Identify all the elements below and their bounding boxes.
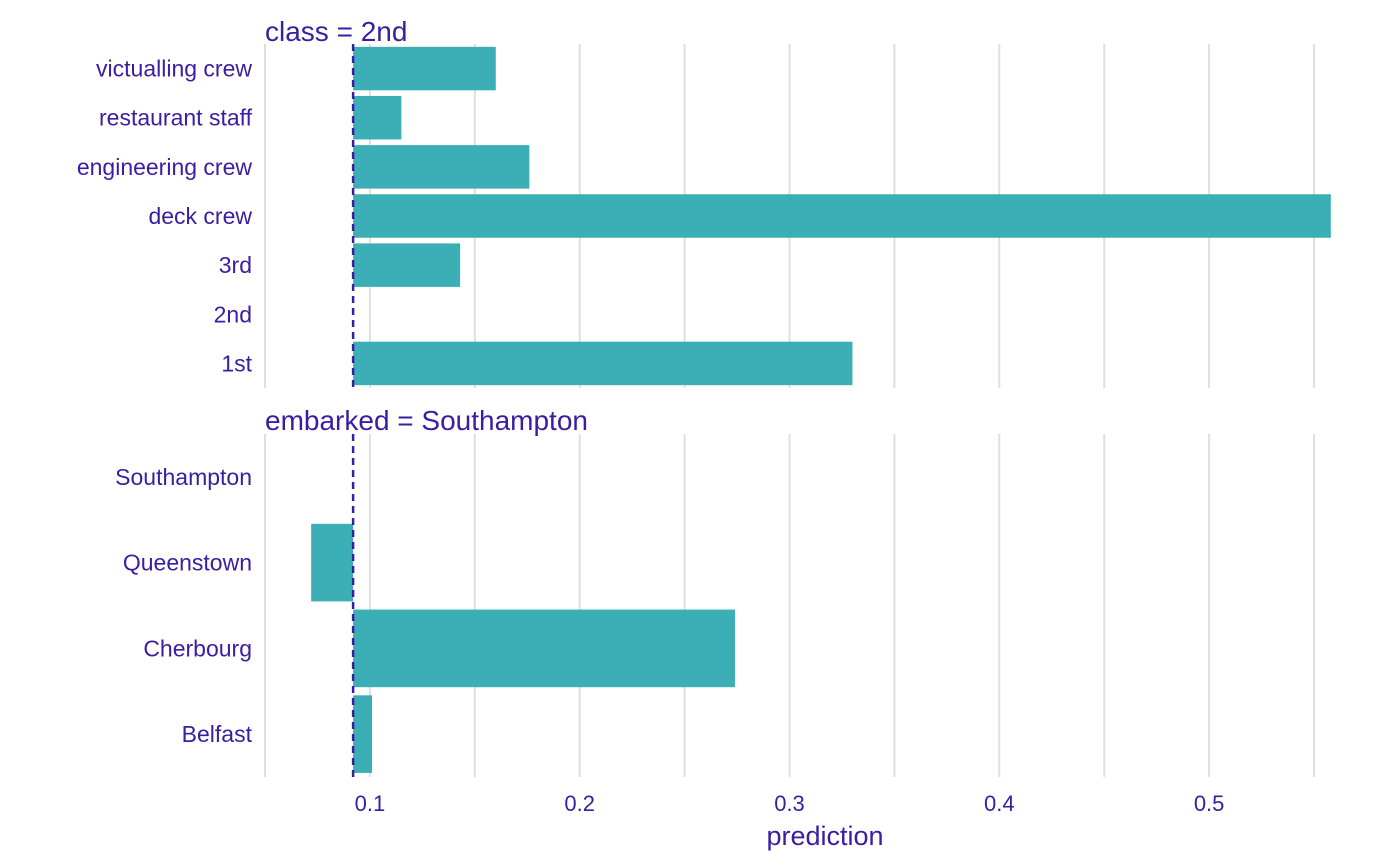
bar-restaurant-staff bbox=[353, 95, 402, 140]
bar-victualling-crew bbox=[353, 46, 496, 91]
bar-deck-crew bbox=[353, 194, 1331, 238]
bar-engineering-crew bbox=[353, 145, 530, 189]
grid-layer bbox=[264, 44, 1316, 777]
bar-1st bbox=[353, 341, 853, 386]
bars-layer bbox=[311, 46, 1331, 773]
category-label: Southampton bbox=[115, 464, 252, 490]
x-axis-title: prediction bbox=[766, 821, 883, 851]
x-tick-label: 0.2 bbox=[564, 791, 595, 816]
category-label: 2nd bbox=[214, 301, 252, 327]
facet-title: class = 2nd bbox=[265, 16, 407, 47]
category-label: restaurant staff bbox=[99, 105, 253, 131]
bar-queenstown bbox=[311, 523, 354, 602]
category-label: Belfast bbox=[182, 721, 253, 747]
category-label: 3rd bbox=[219, 252, 252, 278]
x-tick-label: 0.3 bbox=[774, 791, 805, 816]
x-tick-label: 0.1 bbox=[355, 791, 386, 816]
category-label: Queenstown bbox=[123, 550, 252, 576]
bar-3rd bbox=[353, 243, 461, 287]
category-label: victualling crew bbox=[96, 56, 252, 82]
category-label: engineering crew bbox=[77, 154, 253, 180]
category-label: Cherbourg bbox=[143, 635, 252, 661]
category-label: 1st bbox=[221, 350, 252, 376]
facet-title: embarked = Southampton bbox=[265, 405, 588, 436]
labels-layer: class = 2nd victualling crew restaurant st… bbox=[77, 16, 1225, 851]
category-label: deck crew bbox=[148, 203, 252, 229]
bar-cherbourg bbox=[353, 609, 735, 688]
x-tick-label: 0.5 bbox=[1194, 791, 1225, 816]
x-tick-label: 0.4 bbox=[984, 791, 1015, 816]
bar-belfast bbox=[353, 695, 372, 773]
